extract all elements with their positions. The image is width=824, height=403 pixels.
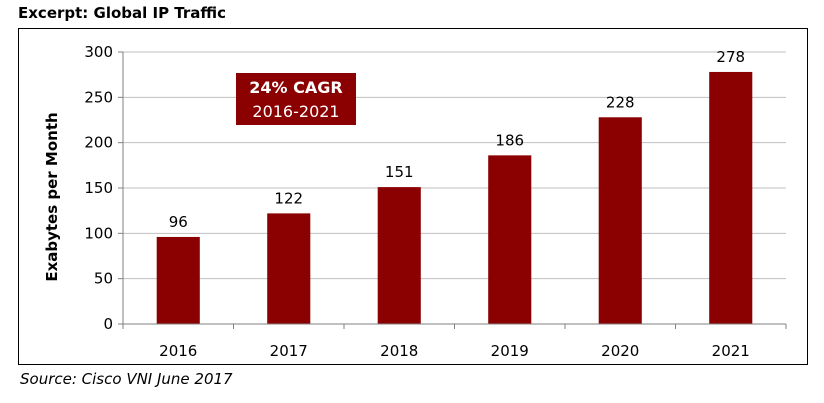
x-tick-label: 2016 <box>159 342 197 360</box>
cagr-badge-background <box>236 73 356 125</box>
data-label: 278 <box>716 48 745 66</box>
data-label: 186 <box>495 131 524 149</box>
labels: 0 50 100 150 200 250 300 96 2016 122 2017 151 2018 18… <box>84 43 749 360</box>
source-note: Source: Cisco VNI June 2017 <box>20 370 233 388</box>
data-label: 151 <box>385 163 414 181</box>
x-tick-label: 2020 <box>601 342 639 360</box>
data-label: 228 <box>606 93 635 111</box>
y-tick-label: 250 <box>84 88 113 106</box>
axes <box>118 51 787 329</box>
bar <box>156 236 200 324</box>
chart-frame: 0 50 100 150 200 250 300 96 2016 122 2017 151 2018 18… <box>18 28 808 365</box>
x-tick-label: 2017 <box>270 342 308 360</box>
bar <box>377 187 421 324</box>
data-label: 122 <box>274 189 303 207</box>
bar <box>488 155 532 324</box>
y-tick-label: 150 <box>84 179 113 197</box>
chart-title: Excerpt: Global IP Traffic <box>18 4 227 22</box>
bar <box>709 71 753 324</box>
data-label: 96 <box>169 213 188 231</box>
gridlines <box>123 51 786 280</box>
y-axis-label: Exabytes per Month <box>43 112 61 281</box>
x-tick-label: 2018 <box>380 342 418 360</box>
x-tick-label: 2021 <box>712 342 750 360</box>
bar <box>267 213 311 324</box>
x-tick-label: 2019 <box>491 342 529 360</box>
bar <box>598 117 642 324</box>
cagr-rate: 24% CAGR <box>249 78 342 97</box>
y-tick-label: 0 <box>103 315 113 333</box>
cagr-badge: 24% CAGR 2016-2021 <box>236 73 356 125</box>
bars <box>156 71 753 324</box>
y-tick-label: 50 <box>94 270 113 288</box>
bar-chart: 0 50 100 150 200 250 300 96 2016 122 2017 151 2018 18… <box>43 43 787 360</box>
y-tick-label: 200 <box>84 134 113 152</box>
y-tick-label: 100 <box>84 224 113 242</box>
cagr-period: 2016-2021 <box>252 102 339 121</box>
y-tick-label: 300 <box>84 43 113 61</box>
